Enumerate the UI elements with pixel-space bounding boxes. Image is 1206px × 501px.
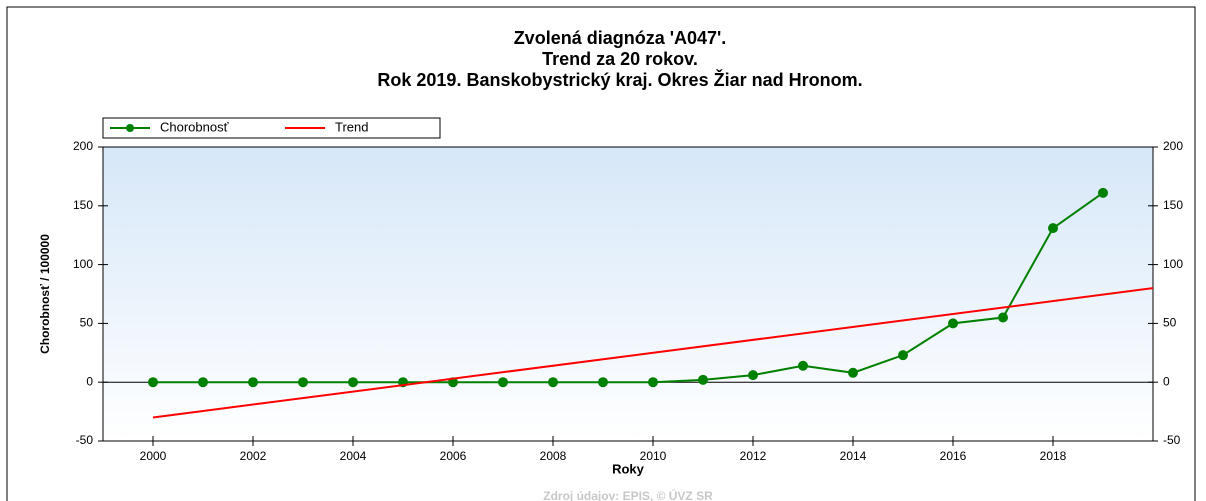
point bbox=[1098, 187, 1108, 198]
point bbox=[798, 360, 808, 371]
y2-tick-label: -50 bbox=[1163, 433, 1181, 447]
x-tick-label: 2018 bbox=[1040, 449, 1067, 463]
legend-marker bbox=[126, 124, 134, 132]
y2-tick-label: 100 bbox=[1163, 257, 1183, 271]
point bbox=[498, 377, 508, 388]
chart-title: Rok 2019. Banskobystrický kraj. Okres Ži… bbox=[377, 69, 862, 90]
y2-tick-label: 0 bbox=[1163, 374, 1170, 388]
y-tick-label: 0 bbox=[86, 374, 93, 388]
series-line bbox=[153, 192, 1104, 384]
series-line bbox=[152, 287, 1154, 419]
x-tick-label: 2016 bbox=[940, 449, 967, 463]
point bbox=[998, 312, 1008, 323]
y-axis-label: Chorobnosť / 100000 bbox=[38, 234, 52, 354]
x-tick-label: 2014 bbox=[840, 449, 867, 463]
x-tick-label: 2004 bbox=[340, 449, 367, 463]
x-tick-label: 2000 bbox=[140, 449, 167, 463]
legend-label: Trend bbox=[335, 119, 368, 134]
legend bbox=[102, 117, 441, 139]
y-tick-label: -50 bbox=[76, 433, 94, 447]
point bbox=[548, 377, 558, 388]
y-tick-label: 100 bbox=[73, 257, 93, 271]
x-tick-label: 2012 bbox=[740, 449, 767, 463]
point bbox=[648, 377, 658, 388]
y-tick-label: 50 bbox=[80, 316, 94, 330]
chart-title: Trend za 20 rokov. bbox=[542, 49, 698, 69]
point bbox=[148, 377, 158, 388]
point bbox=[598, 377, 608, 388]
point bbox=[948, 318, 958, 329]
point bbox=[348, 377, 358, 388]
x-axis-label: Roky bbox=[612, 461, 645, 476]
point bbox=[698, 374, 708, 385]
x-tick-label: 2010 bbox=[640, 449, 667, 463]
source: Zdroj údajov: EPIS, © ÚVZ SR bbox=[543, 488, 713, 501]
legend-label: Chorobnosť bbox=[160, 119, 229, 134]
y-tick-label: 200 bbox=[73, 139, 93, 153]
chart-title: Zvolená diagnóza 'A047'. bbox=[514, 28, 727, 48]
y2-tick-label: 50 bbox=[1163, 316, 1177, 330]
point bbox=[198, 377, 208, 388]
point bbox=[1048, 223, 1058, 234]
point bbox=[298, 377, 308, 388]
point bbox=[898, 350, 908, 361]
x-tick-label: 2002 bbox=[240, 449, 267, 463]
point bbox=[748, 370, 758, 381]
point bbox=[848, 367, 858, 378]
frame bbox=[6, 6, 1196, 501]
y-tick-label: 150 bbox=[73, 198, 93, 212]
point bbox=[248, 377, 258, 388]
x-tick-label: 2006 bbox=[440, 449, 467, 463]
y2-tick-label: 200 bbox=[1163, 139, 1183, 153]
x-tick-label: 2008 bbox=[540, 449, 567, 463]
y2-tick-label: 150 bbox=[1163, 198, 1183, 212]
plot-area bbox=[102, 146, 1154, 442]
